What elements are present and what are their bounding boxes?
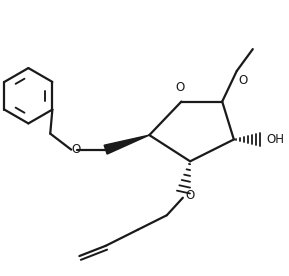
Text: O: O xyxy=(186,189,195,202)
Text: OH: OH xyxy=(266,133,284,146)
Text: O: O xyxy=(238,74,248,87)
Text: O: O xyxy=(175,81,185,94)
Text: O: O xyxy=(72,143,81,156)
Polygon shape xyxy=(104,135,149,154)
